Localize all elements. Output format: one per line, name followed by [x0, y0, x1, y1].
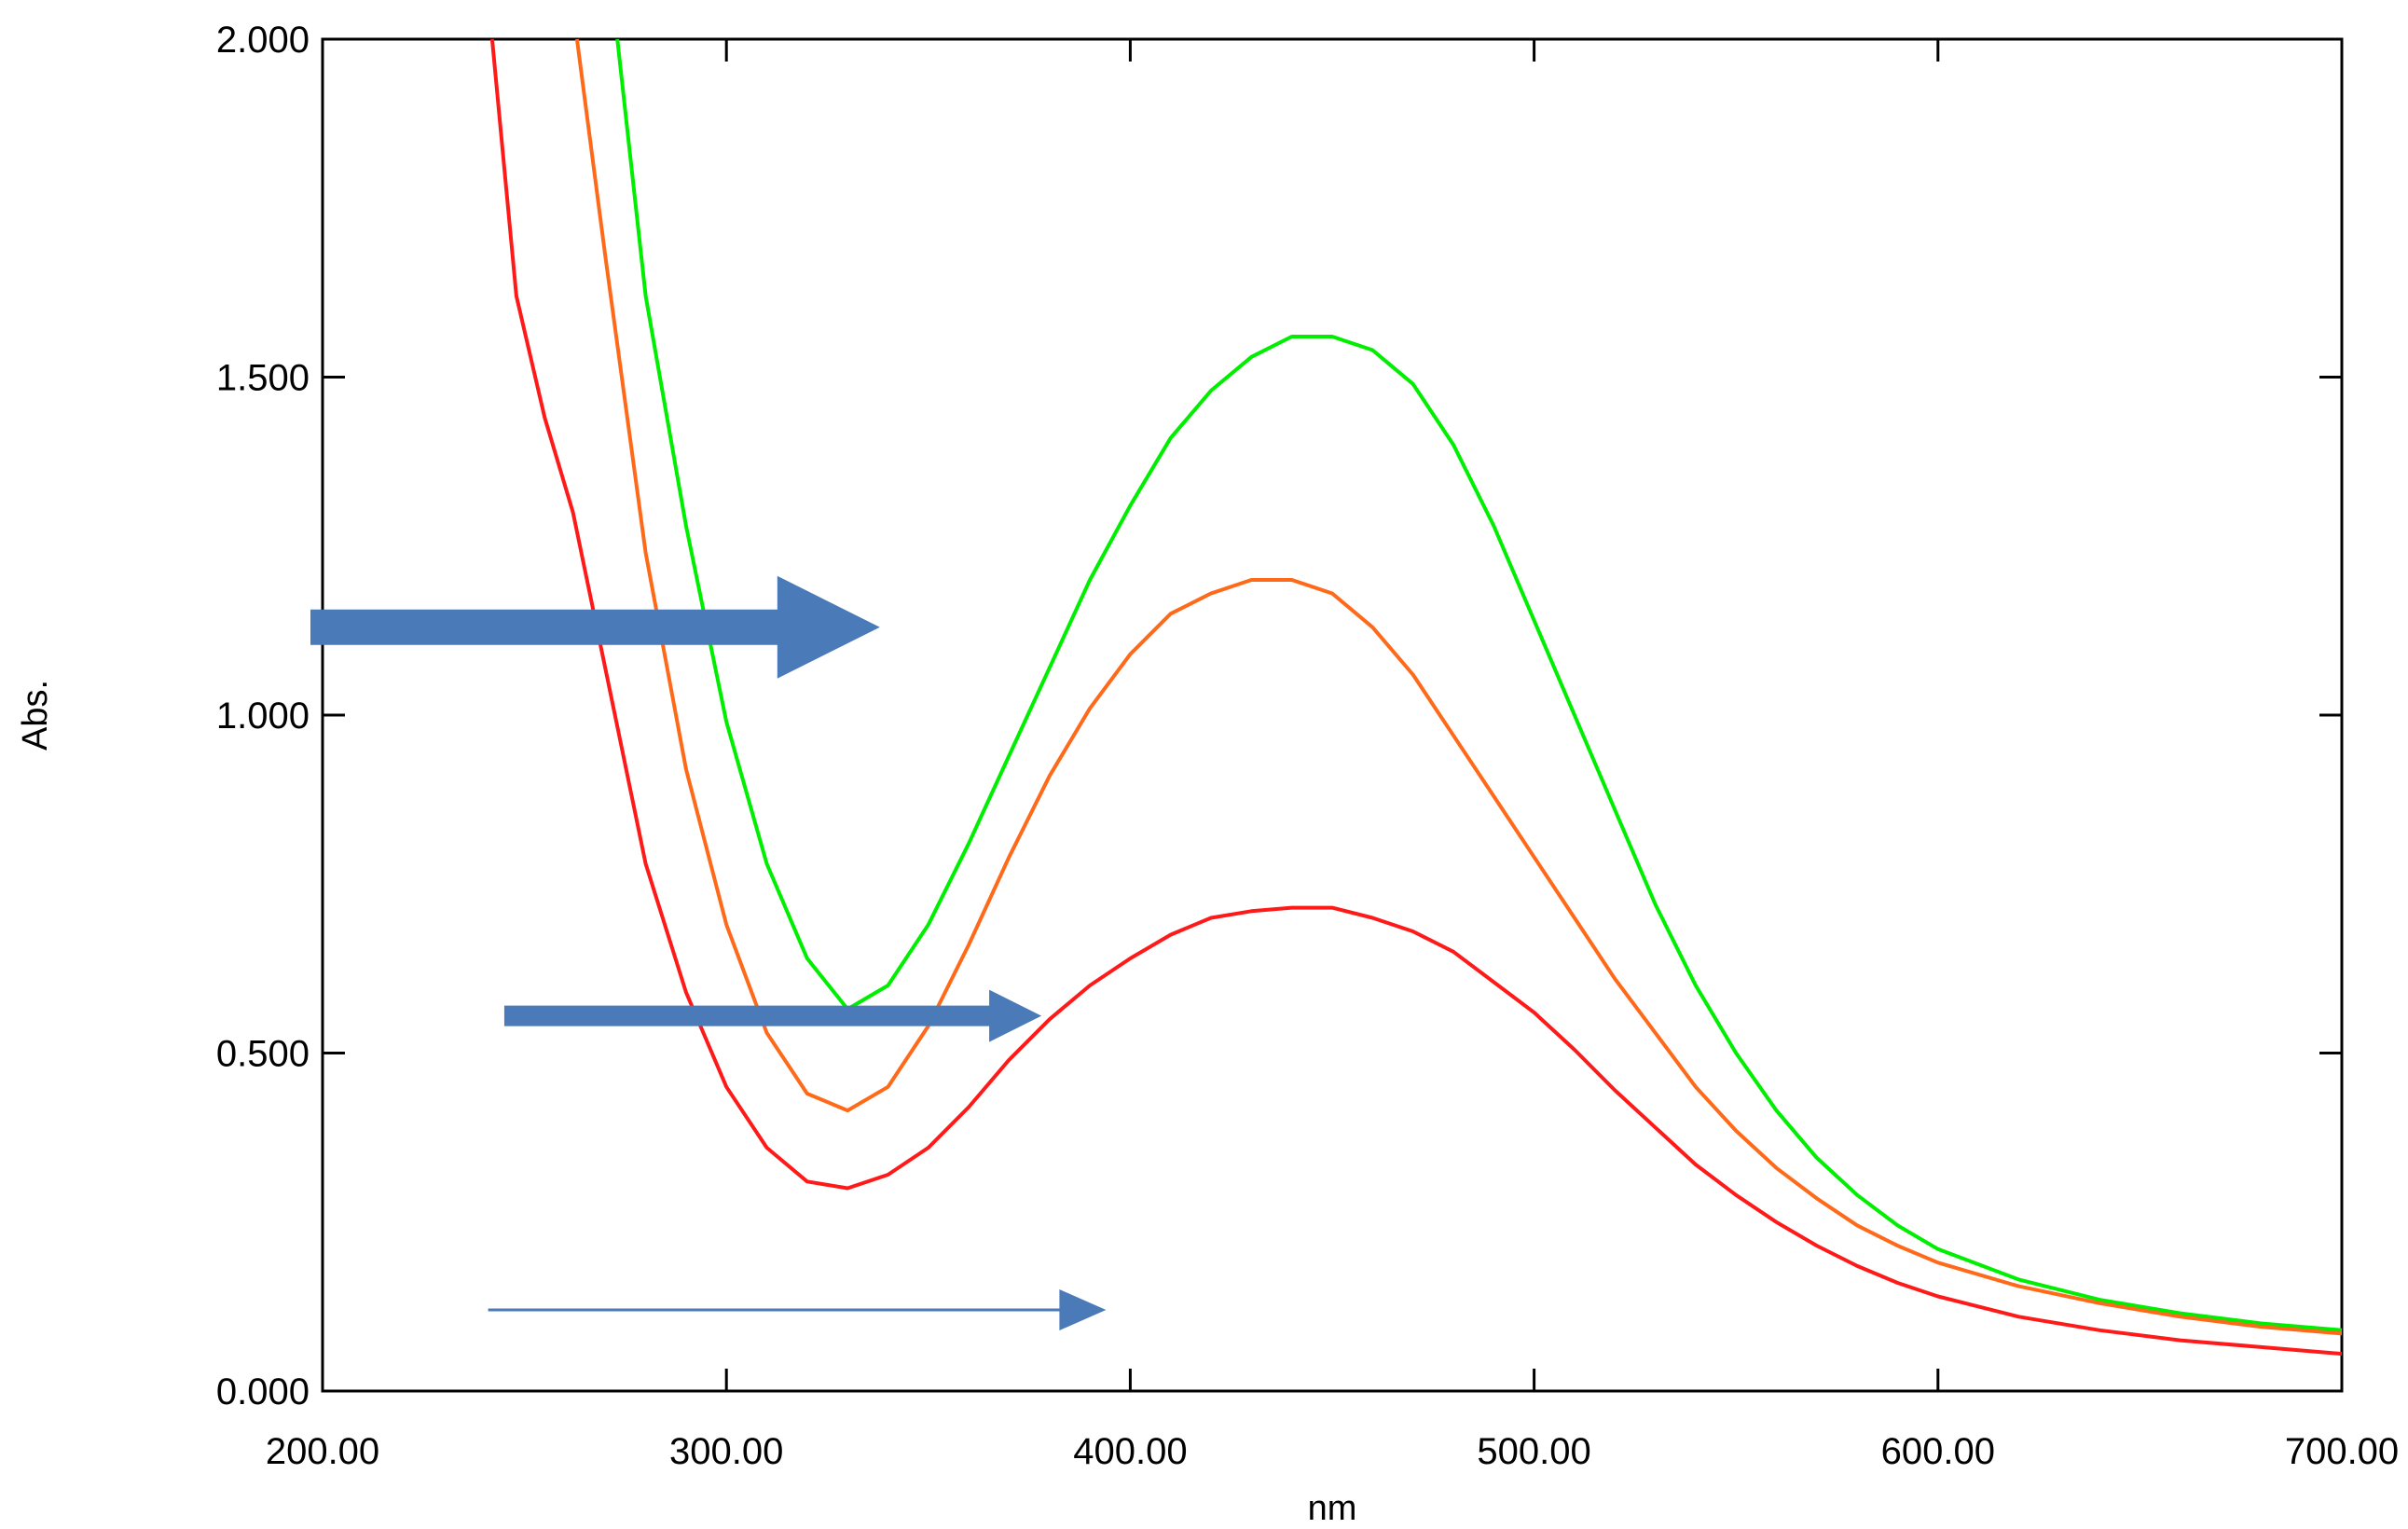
x-tick-label: 500.00: [1477, 1431, 1590, 1472]
axis-ticks: [321, 37, 2344, 1393]
arrow-annotation-2: [503, 989, 1042, 1042]
y-tick-label: 0.000: [216, 1371, 310, 1412]
arrow-annotations: [310, 575, 1107, 1330]
x-tick-label: 300.00: [669, 1431, 783, 1472]
series-line-1: [615, 38, 2343, 1332]
y-tick-labels: 0.000 0.500 1.000 1.500 2.000: [216, 20, 310, 1412]
x-tick-label: 400.00: [1073, 1431, 1187, 1472]
arrow-annotation-1: [310, 575, 880, 679]
x-tick-label: 600.00: [1881, 1431, 1995, 1472]
x-tick-label: 700.00: [2285, 1431, 2399, 1472]
series-line-2: [574, 38, 2343, 1336]
spectrum-series: [489, 38, 2343, 1357]
y-tick-label: 1.000: [216, 696, 310, 737]
y-tick-label: 0.500: [216, 1034, 310, 1075]
arrow-annotation-3: [488, 1289, 1107, 1330]
series-line-3: [489, 38, 2343, 1357]
y-axis-title: Abs.: [16, 680, 55, 751]
y-tick-label: 2.000: [216, 20, 310, 61]
plot-frame: [321, 37, 2344, 1393]
x-tick-label: 200.00: [266, 1431, 379, 1472]
x-axis-title: nm: [1308, 1489, 1357, 1528]
y-tick-label: 1.500: [216, 358, 310, 399]
x-tick-labels: 200.00 300.00 400.00 500.00 600.00 700.00: [266, 1431, 2399, 1472]
